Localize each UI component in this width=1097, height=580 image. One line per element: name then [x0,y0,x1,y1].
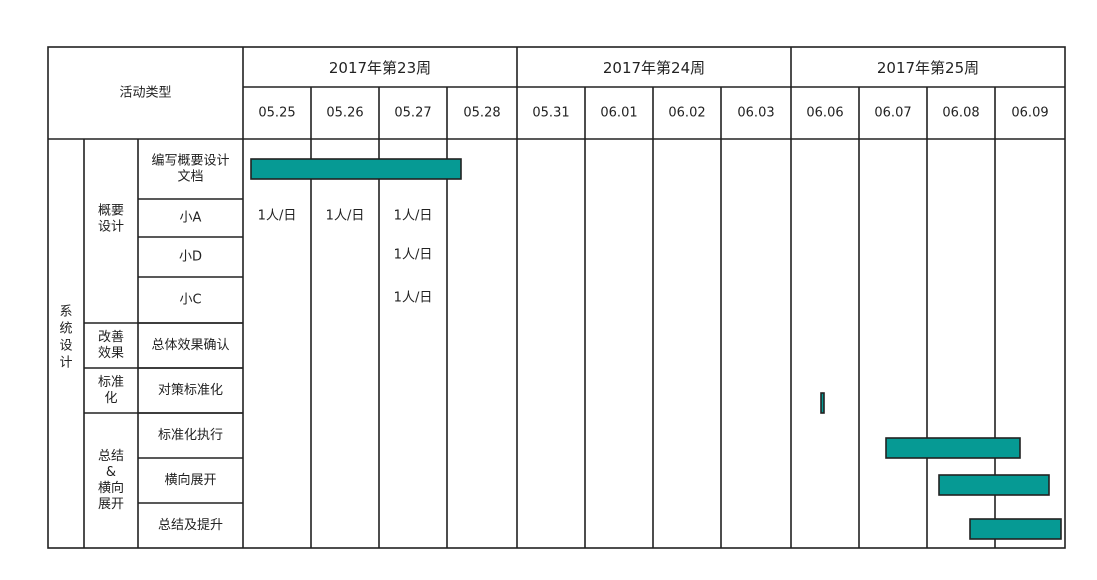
week-header: 2017年第25周 [877,59,979,77]
date-header: 05.31 [532,106,569,121]
date-header: 06.01 [600,106,637,121]
task-label: 总体效果确认 [151,338,229,353]
phase-label: 标准 [98,375,124,390]
task-label: 总结及提升 [158,517,223,533]
group-label: 统 [59,322,72,337]
group-label: 系 [59,305,72,320]
task-label: 小A [180,211,202,226]
gantt-bar [969,518,1062,540]
phase-label: 展开 [98,497,124,512]
phase-label: 总结 [98,449,124,464]
date-header: 05.26 [326,106,363,121]
activity-type-header: 活动类型 [119,86,171,101]
task-label: 标准化执行 [158,428,223,443]
week-header: 2017年第23周 [329,59,431,77]
phase-label: & [106,465,116,480]
effort-label: 1人/日 [394,209,433,224]
date-header: 05.28 [463,106,500,121]
date-header: 06.02 [668,106,705,121]
effort-label: 1人/日 [394,248,433,263]
phase-label: 概要 [98,204,124,219]
date-header: 06.03 [737,106,774,121]
task-label: 小C [179,293,201,308]
date-header: 05.25 [258,106,295,121]
task-label: 对策标准化 [158,382,223,398]
date-header: 06.09 [1011,106,1048,121]
gantt-bar [250,158,462,180]
task-label: 小D [179,250,202,265]
gantt-bars [250,158,1062,540]
phase-label: 横向 [98,480,124,496]
effort-label: 1人/日 [394,291,433,306]
table-labels: 活动类型 2017年第23周 2017年第24周 2017年第25周 05.25 05.2… [59,59,1048,533]
group-label: 计 [59,356,72,371]
gantt-bar [938,474,1050,496]
effort-label: 1人/日 [326,209,365,224]
effort-label: 1人/日 [258,209,297,224]
task-label: 横向展开 [164,472,216,488]
date-header: 06.08 [942,106,979,121]
date-header: 06.07 [874,106,911,121]
phase-label: 化 [104,391,117,406]
task-label: 编写概要设计 [151,154,229,169]
phase-label: 设计 [98,220,124,235]
gantt-bar [885,437,1021,459]
week-header: 2017年第24周 [603,59,705,77]
gantt-bar [820,392,825,414]
date-header: 05.27 [394,106,431,121]
date-header: 06.06 [806,106,843,121]
table-grid [47,46,1066,549]
table-border [47,46,1066,549]
phase-label: 效果 [98,346,124,361]
phase-label: 改善 [98,329,124,345]
group-label: 设 [59,339,72,354]
task-label: 文档 [177,170,203,185]
